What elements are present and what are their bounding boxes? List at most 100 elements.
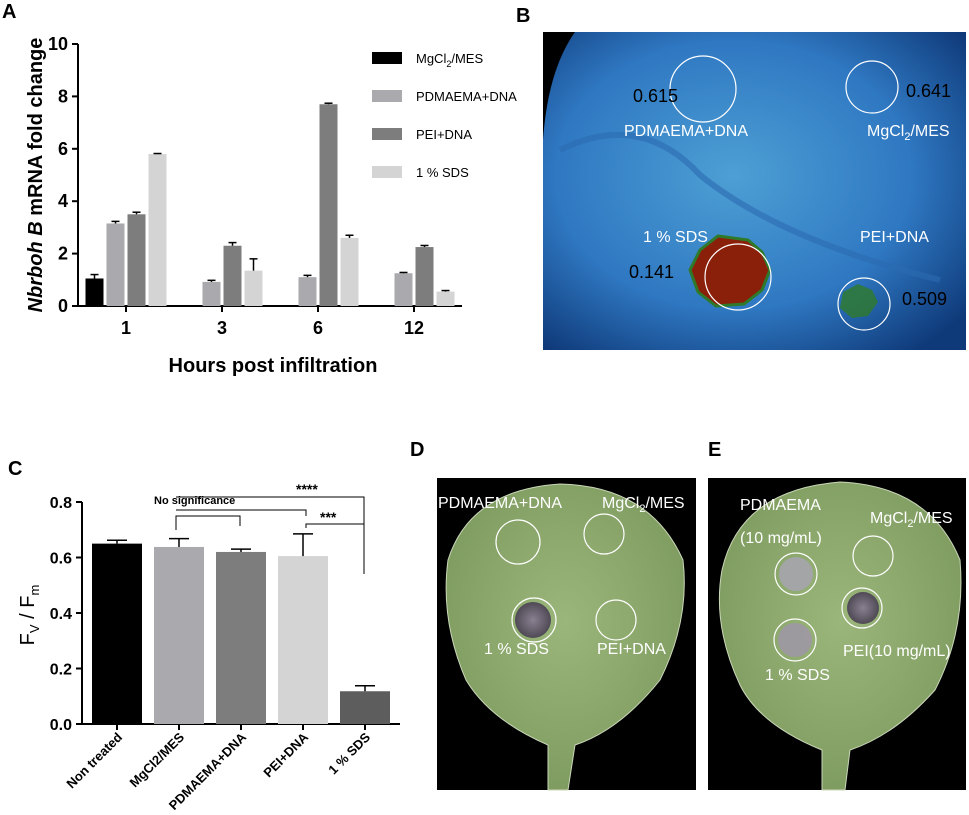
chlorophyll-fluorescence-image: 0.615 0.641 0.141 0.509 PDMAEMA+DNA MgCl… bbox=[543, 32, 966, 350]
chart-a-legend-swatch bbox=[372, 166, 402, 178]
chart-a-x-tick-label: 1 bbox=[121, 318, 131, 338]
region-circle-e-pdmaema bbox=[774, 552, 818, 596]
label-b-sds: 1 % SDS bbox=[643, 229, 708, 246]
panel-b: B 0.615 0.641 0.141 0.509 PDMAEMA+DNA Mg… bbox=[516, 5, 966, 350]
chart-c-bar bbox=[278, 556, 328, 724]
annotation-no-significance: No significance bbox=[154, 495, 235, 507]
chart-c-bar bbox=[154, 546, 204, 724]
label-b-pei: PEI+DNA bbox=[860, 229, 929, 246]
chart-a-x-tick-label: 3 bbox=[217, 318, 227, 338]
label-e-pei: PEI(10 mg/mL) bbox=[843, 643, 951, 660]
panel-letter-a: A bbox=[2, 1, 16, 23]
chart-a-bars bbox=[85, 102, 455, 306]
chart-a-y-tick-label: 2 bbox=[58, 244, 68, 264]
chart-c-y-tick-label: 0.4 bbox=[50, 606, 72, 623]
region-circle-mgcl bbox=[845, 60, 899, 114]
chart-a-bar bbox=[106, 223, 125, 306]
chart-c-x-tick-label: Non treated bbox=[63, 729, 125, 791]
chart-a-bar bbox=[202, 281, 221, 306]
pei-damage-spot bbox=[840, 284, 878, 318]
panel-d: D PDMAEMA+DNA MgCl2/MES 1 % SDS PEI+DNA bbox=[410, 439, 696, 791]
leaf-vein bbox=[558, 131, 941, 283]
region-circle-d-pdmaema bbox=[495, 519, 541, 565]
region-circle-d-pei bbox=[595, 599, 637, 641]
chart-a-bar bbox=[319, 104, 338, 306]
annotation-four-star: **** bbox=[296, 481, 318, 497]
chart-a-x-ticks: 1 3 6 12 bbox=[121, 306, 424, 338]
chart-c-y-label: FV / Fm bbox=[17, 585, 42, 646]
chart-a-bar bbox=[223, 245, 242, 306]
region-circle-pei bbox=[837, 277, 891, 331]
value-pdmaema: 0.615 bbox=[633, 86, 678, 106]
label-d-pei: PEI+DNA bbox=[597, 641, 666, 658]
region-circle-e-sds bbox=[773, 618, 817, 662]
leaf-fluorescence-area bbox=[543, 32, 966, 350]
label-d-mgcl: MgCl2/MES bbox=[602, 495, 685, 515]
value-pei: 0.509 bbox=[902, 289, 947, 309]
chart-c-bar bbox=[340, 691, 390, 724]
label-e-sds: 1 % SDS bbox=[765, 667, 830, 684]
panel-letter-d: D bbox=[410, 439, 424, 461]
chart-c-bars bbox=[92, 533, 390, 724]
region-circle-pdmaema bbox=[669, 55, 737, 123]
chart-c-x-tick-label: MgCl2/MES bbox=[126, 729, 187, 790]
label-d-pdmaema: PDMAEMA+DNA bbox=[438, 495, 562, 512]
chart-c-y-ticks: 0.0 0.2 0.4 0.6 0.8 bbox=[50, 495, 82, 734]
leaf-photo-d: PDMAEMA+DNA MgCl2/MES 1 % SDS PEI+DNA bbox=[437, 478, 696, 791]
value-sds: 0.141 bbox=[629, 262, 674, 282]
panel-letter-e: E bbox=[708, 439, 721, 461]
panel-letter-c: C bbox=[8, 458, 22, 480]
chart-c-bar bbox=[92, 543, 142, 724]
chart-a-legend-swatch bbox=[372, 90, 402, 102]
panel-letter-b: B bbox=[516, 5, 530, 27]
chart-a-y-ticks: 0 2 4 6 8 10 bbox=[48, 34, 78, 316]
bracket-no-significance-1 bbox=[175, 515, 241, 530]
significance-brackets: No significance **** *** bbox=[154, 481, 365, 574]
chart-c-y-tick-label: 0.0 bbox=[50, 717, 72, 734]
bracket-no-significance-2 bbox=[176, 509, 307, 516]
chart-a-y-label-rest: mRNA fold change bbox=[25, 38, 47, 222]
label-e-pdmaema-conc: (10 mg/mL) bbox=[740, 530, 822, 547]
bracket-four-star bbox=[176, 496, 365, 574]
label-e-pdmaema: PDMAEMA bbox=[740, 497, 821, 514]
label-e-mgcl: MgCl2/MES bbox=[870, 510, 953, 530]
sds-spot-e bbox=[778, 623, 812, 657]
region-circle-e-pei bbox=[841, 587, 883, 629]
region-circle-d-sds bbox=[511, 597, 557, 643]
pdmaema-spot-e bbox=[779, 557, 813, 591]
chart-a-y-tick-label: 10 bbox=[48, 34, 68, 54]
chart-a-y-tick-label: 8 bbox=[58, 86, 68, 106]
region-circle-d-mgcl bbox=[583, 513, 625, 555]
bracket-three-star bbox=[305, 523, 364, 528]
chart-a-legend-label: MgCl2/MES bbox=[416, 51, 483, 69]
leaf-e bbox=[718, 481, 962, 791]
value-mgcl: 0.641 bbox=[906, 81, 951, 101]
chart-a-y-label-gene: Nbrboh B bbox=[25, 221, 47, 312]
chart-a-bar bbox=[148, 154, 167, 306]
chart-a-legend-label: 1 % SDS bbox=[416, 165, 469, 180]
chart-a-bar bbox=[244, 270, 263, 306]
pei-spot-e bbox=[847, 592, 879, 624]
chart-c-x-tick-label: PEI+DNA bbox=[260, 729, 311, 780]
chart-a-legend: MgCl2/MES PDMAEMA+DNA PEI+DNA 1 % SDS bbox=[372, 51, 517, 180]
sds-spot-d bbox=[515, 602, 551, 638]
region-circle-e-mgcl bbox=[852, 535, 894, 577]
panel-a: A 0 2 4 6 8 10 1 3 6 12 Nbrboh B mRNA fold chang… bbox=[2, 1, 517, 377]
chart-a-y-tick-label: 0 bbox=[58, 296, 68, 316]
chart-c-y-tick-label: 0.2 bbox=[50, 662, 72, 679]
chart-c-y-tick-label: 0.8 bbox=[50, 495, 72, 512]
chart-a-bar bbox=[394, 273, 413, 306]
annotation-three-star: *** bbox=[320, 509, 337, 525]
leaf-photo-e: PDMAEMA (10 mg/mL) MgCl2/MES 1 % SDS PEI… bbox=[708, 478, 966, 791]
label-d-sds: 1 % SDS bbox=[484, 641, 549, 658]
chart-a-bar bbox=[415, 247, 434, 306]
sds-damage-spot bbox=[688, 234, 772, 308]
chart-c-y-tick-label: 0.6 bbox=[50, 551, 72, 568]
chart-a-legend-label: PEI+DNA bbox=[416, 127, 472, 142]
region-circle-sds bbox=[704, 243, 772, 311]
chart-a-x-label: Hours post infiltration bbox=[169, 355, 378, 377]
chart-a-x-tick-label: 6 bbox=[313, 318, 323, 338]
chart-a-y-tick-label: 4 bbox=[58, 191, 68, 211]
